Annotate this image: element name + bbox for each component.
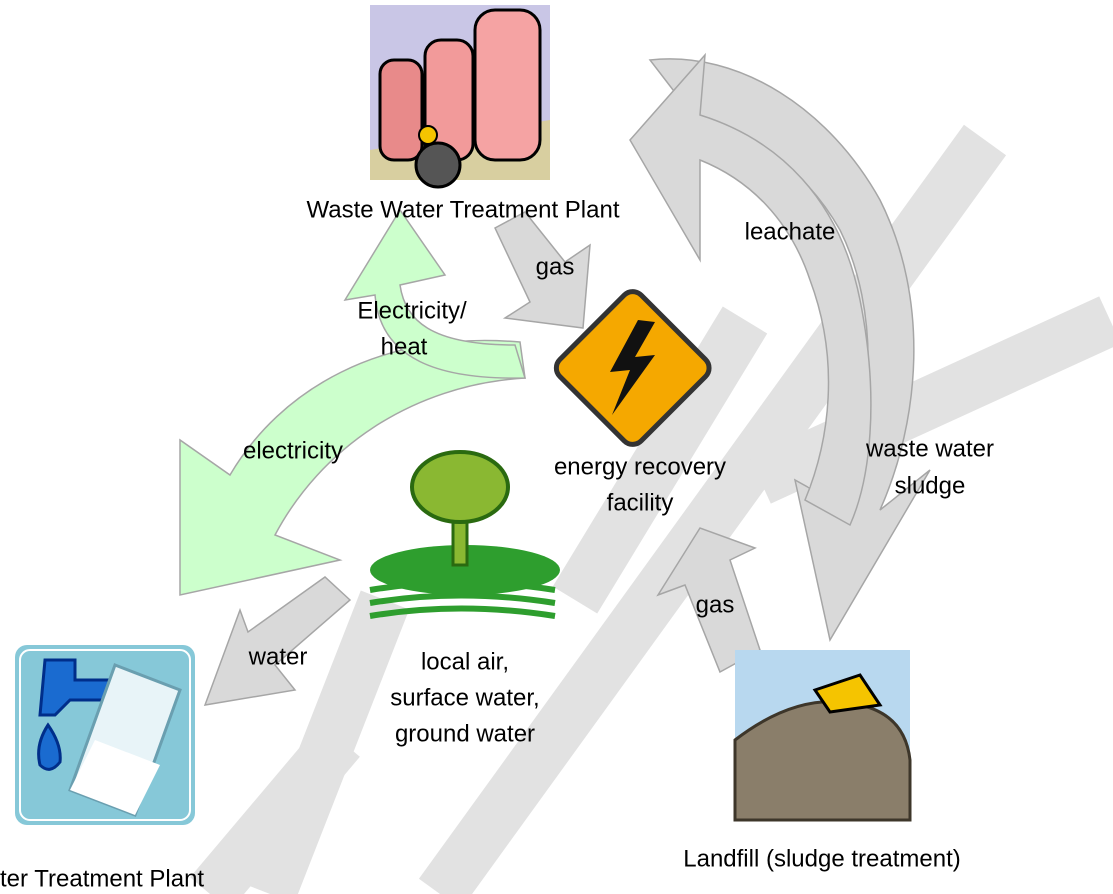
edge-label: heat [381,333,428,360]
diagram: Waste Water Treatment Plant energy recov… [0,0,1113,894]
edge-label: sludge [895,472,966,499]
landfill-icon [735,650,910,820]
edge-label: waste water [865,435,994,462]
node-label: local air, [421,648,509,675]
edge-label: gas [696,591,735,618]
edge-label: gas [536,253,575,280]
node-label: ter Treatment Plant [0,865,204,892]
environment-icon [370,452,560,616]
node-label: energy recovery [554,453,726,480]
node-label: surface water, [390,684,539,711]
node-label: Waste Water Treatment Plant [307,196,620,223]
node-label: ground water [395,720,535,747]
page: Waste Water Treatment Plant energy recov… [0,0,1113,894]
node-label: facility [607,489,674,516]
edge-label: Electricity/ [357,297,467,324]
water-plant-icon [15,645,195,825]
watermark [210,140,1110,894]
node-label: Landfill (sludge treatment) [683,845,960,872]
edge-label: electricity [243,437,343,464]
edge-label: water [248,643,308,670]
wwtp-icon [370,5,550,187]
edge-label: leachate [745,218,836,245]
